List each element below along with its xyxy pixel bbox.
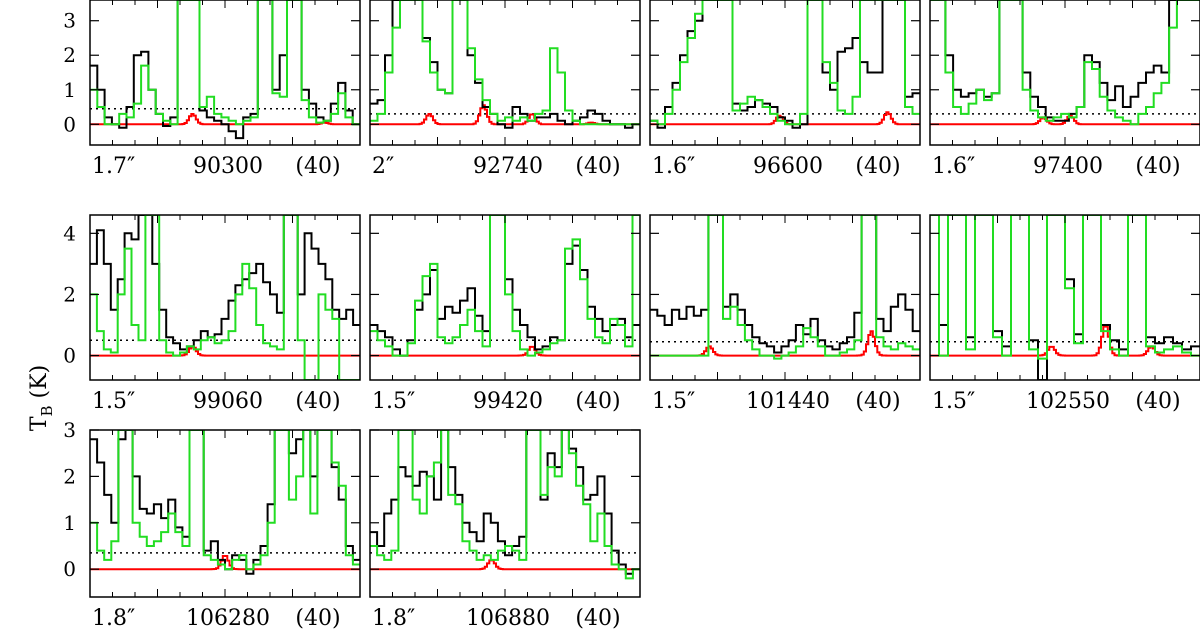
ylabel-subscript: B <box>38 405 56 416</box>
y-tick-label: 2 <box>63 282 76 306</box>
panel-resolution-label: 2″ <box>372 154 394 179</box>
panel-92740: 2″ 92740 (40) <box>369 0 641 179</box>
observed-spectrum <box>370 430 640 575</box>
panel-resolution-label: 1.5″ <box>92 389 135 414</box>
panel-frequency-label: 106280 <box>186 606 270 631</box>
panel-plot-area <box>930 215 1200 380</box>
y-tick-label: 0 <box>63 557 76 581</box>
model-total-spectrum <box>90 0 360 126</box>
model-total-spectrum <box>370 215 640 357</box>
panel-plot-area <box>650 0 920 129</box>
panel-resolution-label: 1.6″ <box>932 154 975 179</box>
panel-plot-area <box>370 215 640 357</box>
panel-frequency-label: 106880 <box>466 606 550 631</box>
panel-frame <box>89 429 361 598</box>
model-total-spectrum <box>930 215 1200 360</box>
ylabel-unit: (K) <box>27 365 52 406</box>
model-species-spectrum <box>650 330 920 357</box>
panel-106880: 1.8″ 106880 (40) <box>369 429 641 631</box>
panel-plot-area <box>930 0 1200 126</box>
y-tick-label: 0 <box>63 344 76 368</box>
y-tick-label: 0 <box>63 112 76 136</box>
panel-note-label: (40) <box>1135 389 1180 414</box>
model-species-spectrum <box>930 325 1200 357</box>
panel-plot-area <box>370 0 640 129</box>
panel-plot-area <box>90 430 360 575</box>
observed-spectrum <box>650 215 920 354</box>
panel-plot-area <box>90 0 360 140</box>
y-tick-label: 2 <box>63 43 76 67</box>
model-species-spectrum <box>90 555 360 571</box>
panel-plot-area <box>370 430 640 580</box>
y-tick-label: 2 <box>63 464 76 488</box>
observed-spectrum <box>90 215 360 351</box>
panel-note-label: (40) <box>295 389 340 414</box>
panel-note-label: (40) <box>575 606 620 631</box>
panel-plot-area <box>90 215 360 380</box>
panel-90300: 0 1 2 3 1.7″ 90300 (40) <box>63 0 361 179</box>
panel-frequency-label: 92740 <box>473 154 543 179</box>
model-total-spectrum <box>930 0 1200 126</box>
panel-99060: 0 2 4 1.5″ 99060 (40) <box>63 214 361 414</box>
panel-96600: 1.6″ 96600 (40) <box>649 0 921 179</box>
panel-99420: 1.5″ 99420 (40) <box>369 214 641 414</box>
panel-resolution-label: 1.5″ <box>932 389 975 414</box>
model-total-spectrum <box>90 215 360 380</box>
y-tick-label: 3 <box>63 418 76 442</box>
panel-101440: 1.5″ 101440 (40) <box>649 214 921 414</box>
panel-resolution-label: 1.8″ <box>372 606 415 631</box>
panel-note-label: (40) <box>295 154 340 179</box>
y-tick-label: 4 <box>63 221 76 245</box>
panel-frequency-label: 102550 <box>1026 389 1110 414</box>
panel-resolution-label: 1.6″ <box>652 154 695 179</box>
panel-102550: 1.5″ 102550 (40) <box>929 214 1200 414</box>
y-tick-label: 3 <box>63 9 76 33</box>
panel-resolution-label: 1.5″ <box>372 389 415 414</box>
model-total-spectrum <box>370 430 640 580</box>
panel-resolution-label: 1.8″ <box>92 606 135 631</box>
panel-plot-area <box>650 215 920 360</box>
y-tick-label: 1 <box>63 78 76 102</box>
model-total-spectrum <box>370 0 640 126</box>
panel-frequency-label: 97400 <box>1033 154 1103 179</box>
panel-note-label: (40) <box>575 154 620 179</box>
model-species-spectrum <box>90 345 360 357</box>
panel-note-label: (40) <box>295 606 340 631</box>
panel-note-label: (40) <box>855 389 900 414</box>
model-species-spectrum <box>370 345 640 357</box>
observed-spectrum <box>90 0 360 140</box>
y-axis-label: TB (K) <box>27 365 56 431</box>
y-tick-label: 1 <box>63 511 76 535</box>
observed-spectrum <box>370 0 640 129</box>
model-species-spectrum <box>370 559 640 571</box>
panel-resolution-label: 1.5″ <box>652 389 695 414</box>
panel-resolution-label: 1.7″ <box>92 154 135 179</box>
panel-frequency-label: 96600 <box>753 154 823 179</box>
model-total-spectrum <box>650 215 920 360</box>
panel-frequency-label: 101440 <box>746 389 830 414</box>
panel-note-label: (40) <box>1135 154 1180 179</box>
panel-106280: 0 1 2 3 1.8″ 106280 (40) <box>63 418 361 631</box>
panel-frequency-label: 90300 <box>193 154 263 179</box>
panel-97400: 1.6″ 97400 (40) <box>929 0 1200 179</box>
model-total-spectrum <box>90 430 360 571</box>
model-species-spectrum <box>930 114 1200 126</box>
panel-note-label: (40) <box>855 154 900 179</box>
model-total-spectrum <box>650 0 920 126</box>
panel-note-label: (40) <box>575 389 620 414</box>
svg-text:TB (K): TB (K) <box>27 365 56 431</box>
panel-frequency-label: 99420 <box>473 389 543 414</box>
panel-frequency-label: 99060 <box>193 389 263 414</box>
observed-spectrum <box>650 0 920 129</box>
ylabel-main: T <box>27 416 52 431</box>
